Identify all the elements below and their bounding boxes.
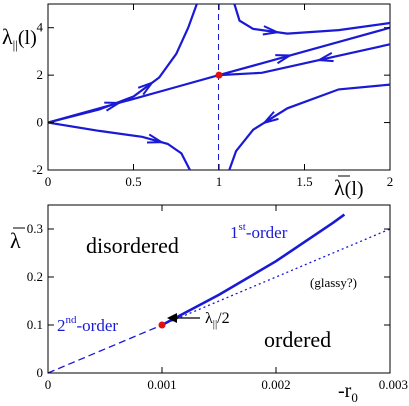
phase-boundary-dashed	[47, 324, 163, 374]
bottom-x-tick-label-0: 0	[45, 377, 52, 392]
flow-arrow-5	[262, 25, 281, 36]
flow-arrow-1	[137, 80, 155, 96]
bottom-y-tick-label-1: 0.1	[27, 317, 43, 332]
bottom-x-tick-label-3: 0.003	[379, 377, 408, 392]
phase-boundary-solid	[161, 213, 346, 327]
bottom-panel: 0 0.001 0.002 0.003 0 0.1 0.2 0.3 λ -r0 disord…	[10, 204, 408, 405]
bottom-y-tick-label-3: 0.3	[27, 221, 43, 236]
flow-line-1	[47, 3, 198, 124]
bottom-y-tick-label-2: 0.2	[27, 269, 43, 284]
bottom-x-tick-label-1: 0.001	[147, 377, 176, 392]
tricritical-point-marker	[158, 321, 166, 329]
bottom-series	[47, 213, 391, 374]
disordered-region-label: disordered	[86, 233, 179, 258]
phase-boundary-dotted	[161, 228, 391, 326]
top-y-axis-label: λ||(l)	[2, 24, 37, 52]
fixed-point-marker	[215, 71, 223, 79]
bottom-x-axis-label: -r0	[338, 380, 358, 405]
glassy-label: (glassy?)	[310, 275, 357, 290]
top-x-tick-label-1: 0.5	[125, 174, 141, 189]
tricritical-arrow-label: λ||/2	[205, 310, 230, 330]
tricritical-arrowhead	[167, 313, 177, 323]
top-x-tick-label-0: 0	[45, 174, 52, 189]
flow-line-5	[233, 3, 391, 35]
flow-line-7	[228, 83, 391, 171]
bottom-y-ticks: 0 0.1 0.2 0.3	[27, 221, 390, 380]
flow-arrow-7	[261, 111, 279, 125]
bottom-y-tick-label-0: 0	[37, 365, 44, 380]
flow-line-2	[47, 121, 191, 171]
bottom-x-ticks: 0 0.001 0.002 0.003	[45, 205, 408, 392]
top-y-tick-label-3: 4	[37, 20, 44, 35]
first-order-label: 1st-order	[230, 221, 288, 242]
flow-arrow-2	[146, 133, 165, 144]
top-y-ticks: -2 0 2 4	[32, 20, 390, 177]
top-x-tick-label-4: 2	[387, 174, 394, 189]
top-y-tick-label-2: 2	[37, 67, 44, 82]
flow-line-3	[47, 74, 220, 124]
flow-arrow-6	[315, 52, 334, 63]
top-y-tick-label-0: -2	[32, 162, 43, 177]
flow-line-6	[218, 43, 391, 77]
bottom-x-tick-label-2: 0.002	[261, 377, 290, 392]
top-x-tick-label-2: 1	[216, 174, 223, 189]
top-x-tick-label-3: 1.5	[296, 174, 312, 189]
flow-line-4	[218, 26, 391, 77]
bottom-y-axis-label: λ	[10, 228, 21, 253]
top-x-axis-label: λ(l)	[334, 175, 364, 200]
top-y-tick-label-1: 0	[37, 115, 44, 130]
top-x-ticks: 0 0.5 1 1.5 2	[45, 4, 394, 189]
ordered-region-label: ordered	[264, 327, 331, 352]
second-order-label: 2nd-order	[57, 314, 118, 335]
flow-arrow-3	[104, 101, 123, 112]
bottom-plot-frame	[47, 204, 391, 374]
flow-arrow-4	[275, 54, 294, 65]
top-flow-lines	[47, 3, 391, 171]
